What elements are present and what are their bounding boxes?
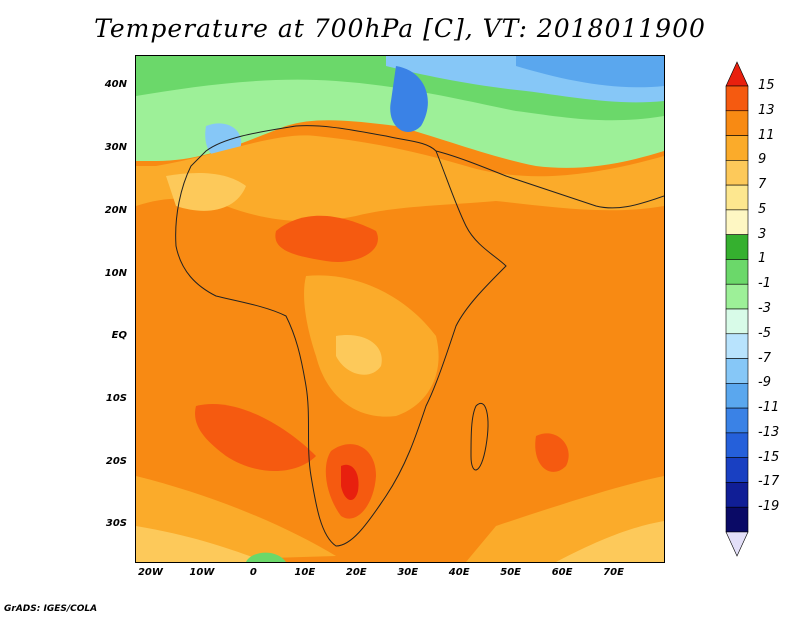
colorbar-level-label: 13 (758, 102, 775, 118)
colorbar-level-label: 7 (758, 177, 767, 193)
colorbar-level-label: -15 (758, 449, 780, 465)
field-south-east-7 (556, 521, 664, 562)
field-congo-7 (336, 335, 382, 375)
lon-label: 10E (294, 567, 316, 578)
lon-label: 50E (500, 567, 521, 578)
colorbar-bottom-arrow (725, 531, 749, 557)
field-westsahara-7 (166, 173, 246, 211)
lon-label: 10W (189, 567, 215, 578)
colorbar-level-label: -9 (758, 375, 771, 391)
colorbar-level-label: -11 (758, 400, 780, 416)
lat-label: EQ (111, 330, 127, 342)
lon-label: 70E (603, 567, 624, 578)
colorbar-swatch (725, 283, 749, 310)
colorbar-swatch (725, 160, 749, 186)
field-atlantic-13 (195, 404, 316, 471)
colorbar-level-label: -19 (758, 499, 780, 515)
africa-coastline (175, 125, 507, 547)
colorbar-swatch (725, 110, 749, 136)
lon-label: 60E (551, 567, 573, 578)
lon-label: 20E (345, 567, 367, 578)
colorbar-level-label: -13 (758, 424, 780, 440)
lat-label: 30N (104, 142, 127, 154)
field-south-7 (136, 526, 266, 562)
colorbar-top-arrow (725, 61, 749, 87)
lat-label: 10N (104, 267, 127, 279)
colorbar-swatch (725, 407, 749, 434)
colorbar-swatch (725, 209, 749, 235)
colorbar-swatch (725, 506, 749, 533)
colorbar-level-label: 1 (758, 251, 767, 267)
colorbar-level-label: -7 (758, 350, 771, 366)
colorbar-level-label: 3 (758, 226, 767, 242)
colorbar-level-label: -1 (758, 276, 771, 292)
colorbar-swatch (725, 358, 749, 384)
lon-label: 30E (397, 567, 419, 578)
field-northeast-minus9 (516, 56, 664, 88)
colorbar-level-label: -17 (758, 474, 780, 490)
lon-label: 20W (137, 567, 163, 578)
lat-label: 30S (105, 518, 127, 530)
colorbar-swatch (725, 333, 749, 359)
colorbar-level-label: 5 (758, 201, 767, 217)
colorbar-level-label: -5 (758, 325, 771, 341)
colorbar (722, 60, 752, 560)
colorbar-level-label: 15 (758, 78, 775, 93)
map-title: Temperature at 700hPa [C], VT: 201801190… (94, 14, 706, 43)
colorbar-swatch (725, 234, 749, 260)
field-sahara-9 (136, 135, 664, 222)
field-kalahari-15 (341, 464, 359, 501)
field-turkey-minus11 (390, 66, 428, 132)
colorbar-swatch (725, 383, 749, 409)
map-outline (175, 125, 664, 547)
arabia-coastline (435, 150, 664, 209)
lon-label: 0 (249, 567, 257, 578)
colorbar-level-label: -3 (758, 301, 771, 316)
colorbar-graphic (725, 61, 749, 557)
colorbar-swatch (725, 457, 749, 483)
field-madagascar-east-13 (535, 433, 569, 472)
colorbar-swatch (725, 432, 749, 458)
madagascar-coastline (470, 403, 489, 471)
colorbar-swatch (725, 308, 749, 335)
colorbar-swatch (725, 259, 749, 285)
field-chad-13 (275, 215, 378, 262)
lat-label: 20S (105, 455, 127, 467)
temperature-map (135, 55, 665, 563)
colorbar-level-label: 11 (758, 127, 775, 143)
lat-label: 20N (104, 204, 127, 216)
colorbar-swatch (725, 184, 749, 211)
lat-label: 40N (104, 79, 127, 91)
field-southern-ocean-1 (246, 552, 286, 562)
colorbar-swatch (725, 135, 749, 161)
lon-label: 40E (448, 567, 470, 578)
colorbar-swatch (725, 482, 749, 508)
lat-label: 10S (105, 392, 127, 404)
map-canvas (136, 56, 664, 562)
credit-text: GrADS: IGES/COLA (4, 604, 98, 614)
colorbar-level-label: 9 (758, 152, 767, 168)
colorbar-swatch (725, 85, 749, 112)
